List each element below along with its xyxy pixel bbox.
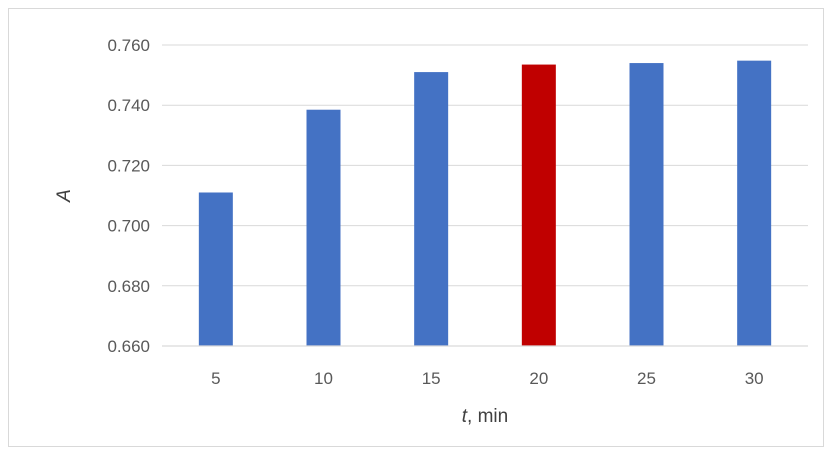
bar-10 [306, 109, 341, 346]
y-tick-label: 0.720 [107, 156, 150, 175]
x-tick-label: 5 [211, 369, 220, 388]
y-tick-label: 0.740 [107, 96, 150, 115]
x-tick-labels: 5 10 15 20 25 30 [211, 369, 764, 388]
x-axis-title-variable: t [462, 406, 468, 427]
bar-25 [629, 63, 664, 347]
x-tick-label: 15 [422, 369, 441, 388]
y-tick-label: 0.760 [107, 36, 150, 55]
y-tick-label: 0.660 [107, 337, 150, 356]
gridlines [162, 44, 808, 287]
y-tick-label: 0.700 [107, 217, 150, 236]
bars [198, 60, 772, 347]
x-tick-label: 30 [745, 369, 764, 388]
x-tick-label: 10 [314, 369, 333, 388]
y-axis-title: A [54, 189, 75, 203]
bar-5 [198, 192, 233, 346]
x-axis-title: t, min [462, 406, 508, 427]
y-tick-labels: 0.660 0.680 0.700 0.720 0.740 0.760 [107, 36, 150, 356]
bar-15 [414, 72, 449, 346]
x-tick-label: 20 [529, 369, 548, 388]
x-tick-label: 25 [637, 369, 656, 388]
bar-20 [521, 64, 556, 346]
y-tick-label: 0.680 [107, 277, 150, 296]
x-axis-title-unit: , min [467, 406, 508, 427]
bar-30 [737, 60, 772, 346]
